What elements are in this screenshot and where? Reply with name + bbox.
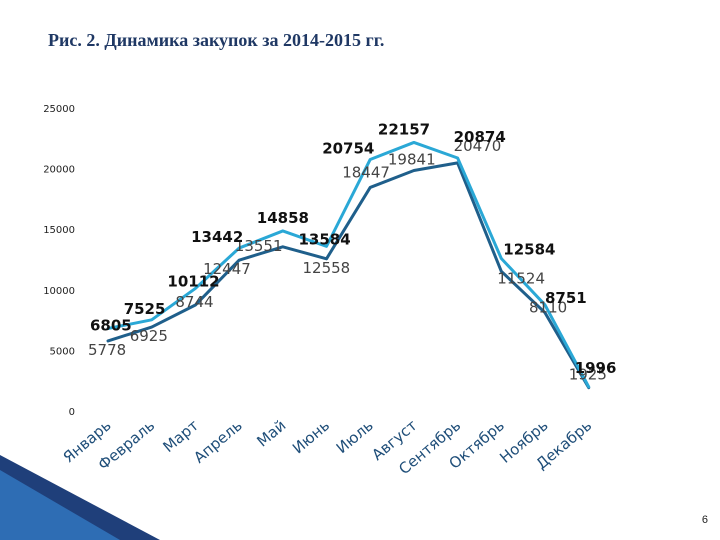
series-lines <box>106 140 591 390</box>
data-label: 13442 <box>191 228 243 246</box>
series-2-line <box>106 140 591 389</box>
data-label: 20754 <box>322 139 374 157</box>
data-label: 13551 <box>235 237 283 255</box>
data-label: 12584 <box>503 240 555 258</box>
data-label: 12558 <box>303 259 351 277</box>
data-label: 18447 <box>342 163 390 181</box>
y-axis: 0 5000 10000 15000 20000 25000 <box>43 104 75 418</box>
data-label: 14858 <box>257 209 309 227</box>
data-label: 6925 <box>130 327 168 345</box>
y-tick-label: 10000 <box>43 286 75 297</box>
x-tick-label: Апрель <box>190 416 245 467</box>
chart-title: Рис. 2. Динамика закупок за 2014-2015 гг… <box>48 30 385 50</box>
data-label: 10112 <box>167 272 219 290</box>
data-label: 6805 <box>90 317 132 335</box>
data-label: 19841 <box>388 151 436 169</box>
slide-decoration <box>0 455 160 540</box>
y-tick-label: 25000 <box>43 104 75 115</box>
y-tick-label: 15000 <box>43 225 75 236</box>
data-label: 11524 <box>497 269 545 287</box>
x-tick-label: Май <box>253 416 289 450</box>
x-tick-label: Июнь <box>289 416 333 457</box>
y-tick-label: 0 <box>69 407 75 418</box>
y-tick-label: 20000 <box>43 165 75 176</box>
data-label: 20874 <box>454 128 506 146</box>
y-tick-label: 5000 <box>50 346 75 357</box>
data-label: 8110 <box>529 299 567 317</box>
data-label: 5778 <box>88 341 126 359</box>
corner-shape <box>0 470 120 540</box>
data-label: 8744 <box>175 293 213 311</box>
data-label: 20470 <box>454 137 502 155</box>
data-label: 13584 <box>299 230 351 248</box>
data-label: 1996 <box>575 359 617 377</box>
data-label: 1925 <box>569 366 607 384</box>
data-label: 12447 <box>203 260 251 278</box>
series-1-line <box>106 161 591 390</box>
data-label: 7525 <box>124 300 166 318</box>
data-label: 22157 <box>378 120 430 138</box>
data-label: 8751 <box>545 289 587 307</box>
slide-number: 6 <box>701 514 708 526</box>
